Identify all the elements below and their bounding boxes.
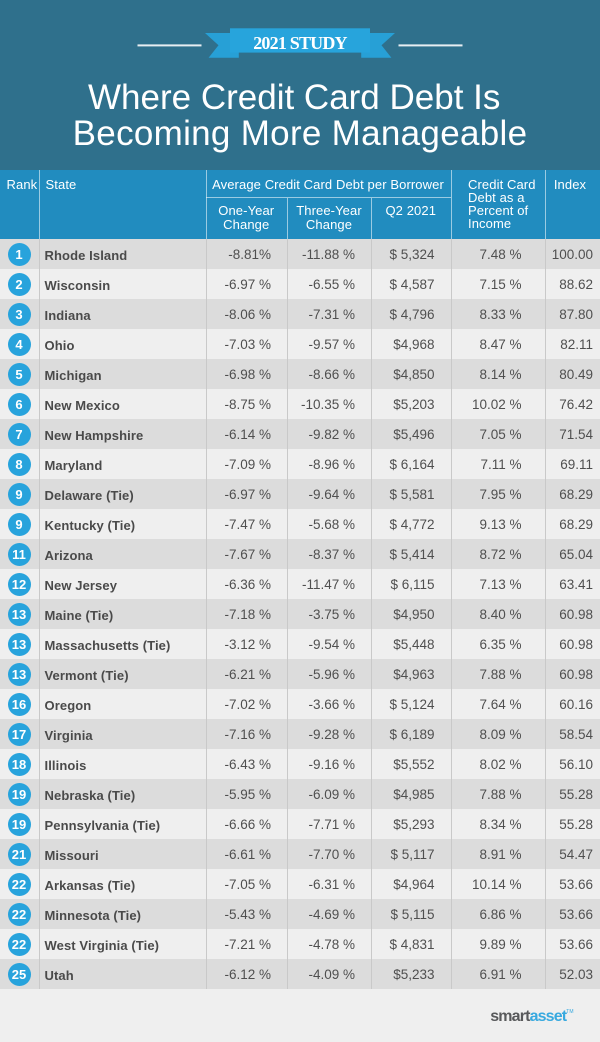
svg-text:2021 STUDY: 2021 STUDY xyxy=(253,33,347,53)
